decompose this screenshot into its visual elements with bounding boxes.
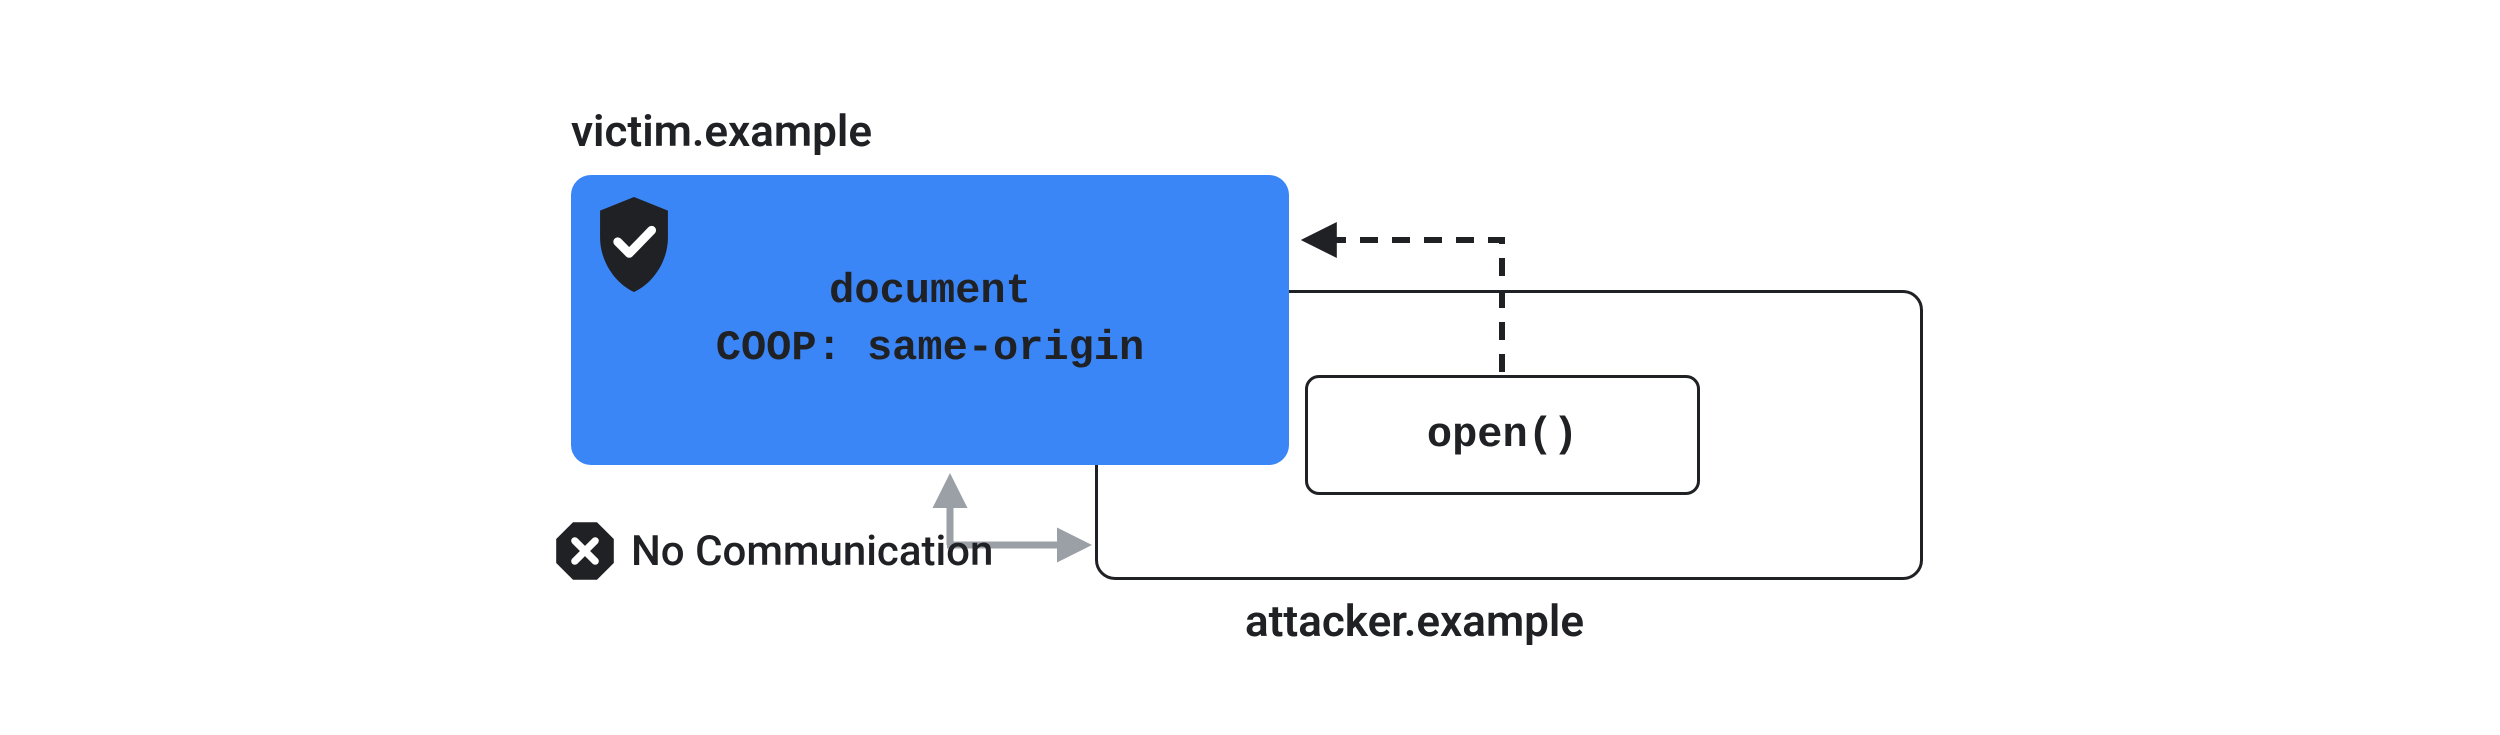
stop-x-icon: [555, 521, 615, 581]
shield-check-icon: [593, 197, 675, 292]
diagram-stage: document COOP: same-origin open() victim…: [0, 0, 2500, 735]
no-communication-text: No Communication: [631, 527, 993, 576]
open-call-text: open(): [1427, 411, 1578, 459]
attacker-label: attacker.example: [1245, 595, 1584, 647]
victim-box: document COOP: same-origin: [571, 175, 1289, 465]
no-communication: No Communication: [555, 521, 993, 581]
open-call-box: open(): [1305, 375, 1700, 495]
victim-label: victim.example: [571, 105, 872, 157]
victim-box-text: document COOP: same-origin: [716, 263, 1144, 376]
